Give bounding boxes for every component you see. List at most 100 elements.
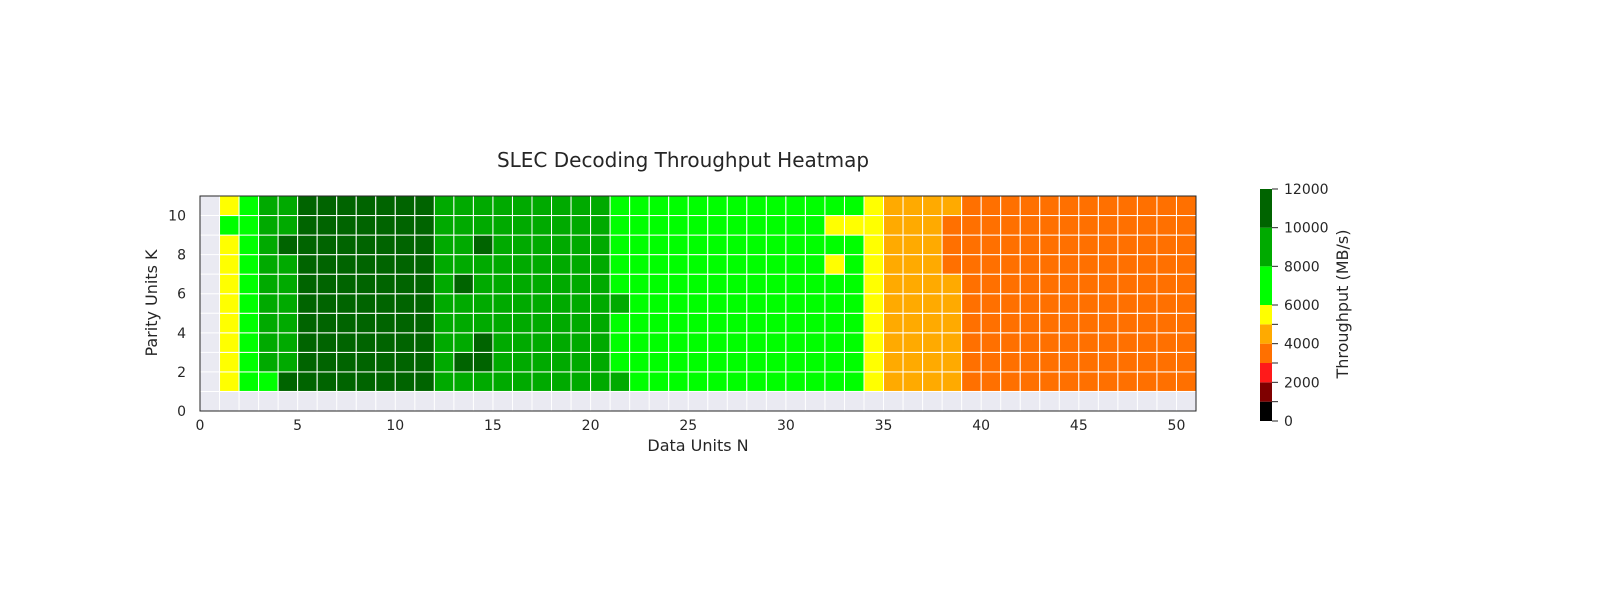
heatmap-cell	[336, 351, 357, 373]
heatmap-cell	[570, 293, 592, 314]
heatmap-cell	[453, 254, 474, 275]
heatmap-cell	[492, 371, 513, 392]
heatmap-cell	[492, 254, 513, 275]
heatmap-cell	[336, 234, 357, 256]
heatmap-cell	[961, 215, 982, 236]
heatmap-cell	[297, 215, 318, 236]
heatmap-cell	[863, 332, 885, 353]
heatmap-cell	[804, 273, 826, 295]
x-tick-label: 5	[293, 418, 302, 434]
heatmap-cell	[1117, 293, 1138, 314]
heatmap-cell	[1019, 234, 1041, 256]
heatmap-cell	[668, 371, 689, 392]
heatmap-cell	[238, 293, 260, 314]
heatmap-cell	[219, 273, 240, 295]
heatmap-cell	[297, 234, 318, 256]
heatmap-cell	[1156, 215, 1177, 236]
heatmap-cell	[687, 293, 709, 314]
heatmap-cell	[765, 332, 787, 353]
heatmap-cell	[1097, 371, 1119, 392]
heatmap-cell	[941, 215, 963, 236]
heatmap-cell	[1156, 234, 1177, 256]
heatmap-cell	[394, 273, 416, 295]
heatmap-cell	[609, 234, 631, 256]
heatmap-cell	[238, 351, 260, 373]
heatmap-cell	[726, 234, 748, 256]
heatmap-cell	[1039, 351, 1060, 373]
heatmap-cell	[1097, 351, 1119, 373]
heatmap-cell	[883, 293, 904, 314]
heatmap-cell	[922, 351, 943, 373]
heatmap-cell	[707, 312, 728, 334]
heatmap-cell	[902, 254, 924, 275]
heatmap-cell	[336, 273, 357, 295]
heatmap-cell	[1175, 371, 1197, 392]
heatmap-cell	[1136, 215, 1158, 236]
heatmap-cell	[433, 254, 455, 275]
heatmap-cell	[1000, 254, 1021, 275]
heatmap-cell	[219, 312, 240, 334]
heatmap-cell	[843, 273, 865, 295]
heatmap-cell	[804, 254, 826, 275]
heatmap-cell	[765, 273, 787, 295]
heatmap-cell	[707, 195, 728, 217]
heatmap-cell	[375, 234, 396, 256]
heatmap-cell	[1000, 234, 1021, 256]
heatmap-cell	[941, 293, 963, 314]
heatmap-cell	[375, 371, 396, 392]
heatmap-cell	[902, 215, 924, 236]
heatmap-cell	[1136, 273, 1158, 295]
heatmap-cell	[297, 195, 318, 217]
heatmap-cell	[687, 254, 709, 275]
heatmap-cell	[375, 254, 396, 275]
heatmap-cell	[843, 234, 865, 256]
heatmap-cell	[1078, 371, 1099, 392]
heatmap-cell	[1117, 371, 1138, 392]
heatmap-cell	[707, 254, 728, 275]
heatmap-cell	[980, 332, 1002, 353]
colorbar-tick-label: 2000	[1284, 375, 1320, 391]
heatmap-cell	[375, 332, 396, 353]
y-tick-label: 10	[168, 209, 186, 225]
heatmap-cell	[355, 351, 377, 373]
heatmap-cell	[843, 254, 865, 275]
heatmap-cell	[492, 195, 513, 217]
heatmap-cell	[414, 312, 435, 334]
heatmap-cell	[336, 215, 357, 236]
heatmap-cell	[394, 215, 416, 236]
heatmap-cell	[804, 234, 826, 256]
heatmap-cell	[1078, 234, 1099, 256]
heatmap-cell	[316, 254, 338, 275]
heatmap-cell	[414, 351, 435, 373]
heatmap-cell	[746, 215, 767, 236]
heatmap-cell	[511, 254, 533, 275]
x-tick-label: 35	[875, 418, 893, 434]
colorbar-label: Throughput (MB/s)	[1333, 229, 1352, 379]
heatmap-cell	[726, 293, 748, 314]
heatmap-cell	[394, 351, 416, 373]
heatmap-cell	[980, 215, 1002, 236]
heatmap-cell	[414, 371, 435, 392]
heatmap-cell	[961, 312, 982, 334]
x-tick-label: 45	[1070, 418, 1088, 434]
heatmap-cell	[277, 293, 299, 314]
heatmap-cell	[277, 215, 299, 236]
heatmap-cell	[687, 332, 709, 353]
heatmap-cell	[277, 273, 299, 295]
heatmap-cell	[1175, 332, 1197, 353]
heatmap-cell	[609, 215, 631, 236]
heatmap-cell	[1156, 273, 1177, 295]
heatmap-cell	[1019, 312, 1041, 334]
heatmap-cell	[883, 371, 904, 392]
heatmap-cell	[1156, 332, 1177, 353]
heatmap-cell	[551, 254, 572, 275]
heatmap-cell	[433, 312, 455, 334]
x-axis-ticks: 0 5 10 15 20 25 30 35 40 45 50	[196, 418, 1186, 434]
heatmap-cell	[1019, 293, 1041, 314]
heatmap-cell	[785, 293, 806, 314]
heatmap-cell	[297, 371, 318, 392]
heatmap-cell	[551, 312, 572, 334]
heatmap-cell	[1058, 312, 1080, 334]
heatmap-cell	[629, 332, 650, 353]
heatmap-cell	[472, 332, 494, 353]
